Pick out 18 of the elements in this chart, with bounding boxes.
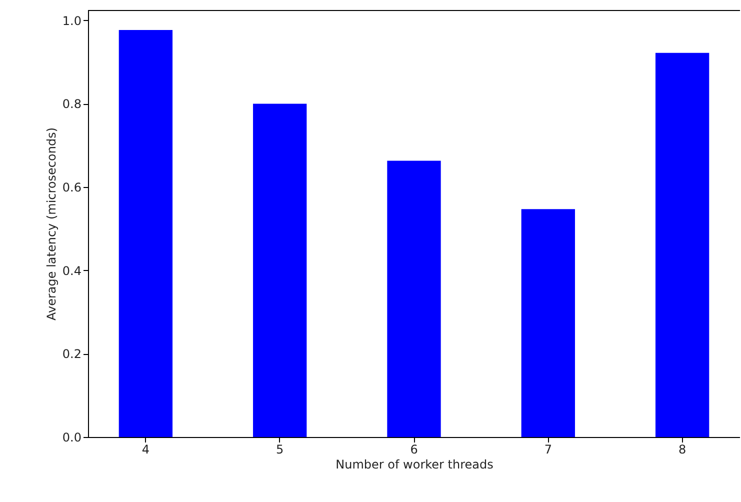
x-tick-label: 4 [142, 442, 150, 456]
bar [521, 209, 575, 437]
y-tick-label: 0.4 [62, 264, 82, 278]
bar [655, 52, 710, 437]
bar [118, 30, 173, 437]
y-tick-label: 0.2 [62, 347, 82, 362]
x-tick-label: 8 [678, 442, 686, 456]
x-axis-title: Number of worker threads [336, 458, 494, 472]
bar [387, 160, 441, 437]
y-tick-label: 1.0 [62, 14, 82, 28]
y-tick-label: 0.8 [62, 97, 82, 112]
x-tick-label: 7 [544, 442, 552, 456]
y-tick-label: 0.6 [62, 180, 82, 195]
x-tick-label: 6 [410, 442, 418, 456]
y-tick-label: 0.0 [62, 430, 82, 444]
bar [253, 104, 307, 437]
y-axis-title: Average latency (microseconds) [44, 127, 58, 321]
x-tick-label: 5 [276, 442, 284, 456]
